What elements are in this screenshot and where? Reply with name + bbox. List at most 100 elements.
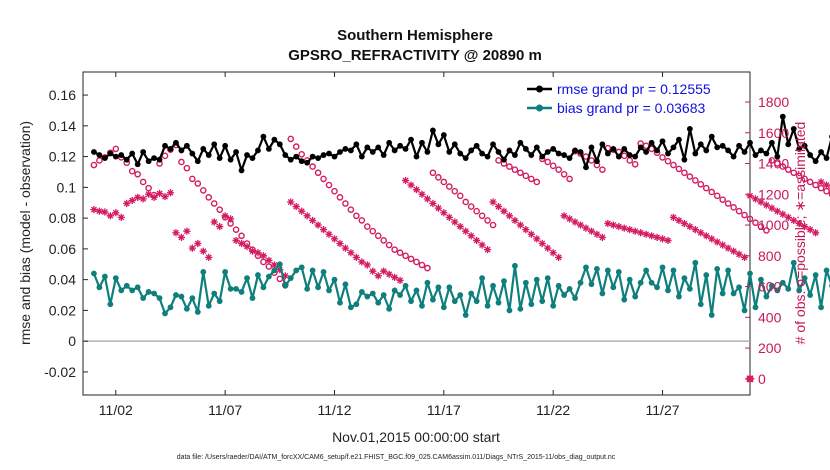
possible-obs-point xyxy=(298,150,305,158)
possible-obs-point xyxy=(199,187,207,194)
assimilated-obs-point xyxy=(631,227,639,235)
assimilated-obs-point xyxy=(817,178,825,186)
possible-obs-point xyxy=(801,175,808,183)
bias-point xyxy=(555,282,562,289)
y-tick-label: 0.06 xyxy=(49,241,76,257)
bias-point xyxy=(490,282,496,289)
assimilated-obs-point xyxy=(620,224,628,232)
rmse-point xyxy=(763,150,770,157)
possible-obs-point xyxy=(560,170,568,178)
y-tick-label: 0.08 xyxy=(49,210,76,226)
bias-point xyxy=(320,269,327,275)
possible-obs-point xyxy=(763,227,770,234)
possible-obs-point xyxy=(746,215,754,223)
possible-obs-point xyxy=(391,246,398,253)
bias-point xyxy=(512,262,518,269)
assimilated-obs-point xyxy=(418,190,426,198)
possible-obs-point xyxy=(128,167,136,175)
assimilated-obs-point xyxy=(194,239,202,248)
rmse-point xyxy=(347,147,354,154)
possible-obs-point xyxy=(664,157,672,165)
assimilated-obs-point xyxy=(576,221,585,229)
rmse-point xyxy=(703,147,710,154)
assimilated-obs-point xyxy=(391,273,399,281)
rmse-point xyxy=(801,142,808,149)
assimilated-obs-point xyxy=(664,236,672,245)
bias-point xyxy=(670,267,677,274)
bias-point xyxy=(708,312,715,318)
y-tick-label: -0.02 xyxy=(44,364,76,380)
assimilated-obs-point xyxy=(642,230,650,238)
assimilated-obs-point xyxy=(287,198,295,206)
rmse-point xyxy=(369,149,376,155)
assimilated-obs-point xyxy=(702,232,710,240)
bias-point xyxy=(473,298,480,305)
x-tick-label: 11/27 xyxy=(646,402,680,418)
rmse-point xyxy=(205,152,212,158)
possible-obs-point xyxy=(161,152,169,160)
assimilated-obs-point xyxy=(216,222,224,231)
bias-point xyxy=(347,304,354,311)
rmse-point xyxy=(397,142,403,149)
bias-point xyxy=(588,281,595,288)
bias-point xyxy=(353,301,360,308)
assimilated-obs-point xyxy=(358,258,366,266)
bias-point xyxy=(189,295,196,301)
bias-point xyxy=(626,276,633,283)
bias-point xyxy=(468,290,475,297)
rmse-point xyxy=(572,147,578,154)
bias-point xyxy=(807,292,814,298)
possible-obs-point xyxy=(774,160,781,167)
bias-point xyxy=(451,298,458,305)
rmse-point xyxy=(364,144,371,151)
bias-point xyxy=(566,285,573,292)
assimilated-obs-point xyxy=(768,204,776,212)
bias-point xyxy=(796,287,803,294)
possible-obs-point xyxy=(336,194,344,201)
rmse-point xyxy=(823,155,830,162)
assimilated-obs-point xyxy=(183,227,191,235)
assimilated-obs-point xyxy=(669,213,678,221)
rmse-point xyxy=(741,149,748,155)
bias-point xyxy=(714,265,721,272)
assimilated-obs-point xyxy=(440,209,448,217)
y-right-tick-label: 400 xyxy=(758,309,782,325)
rmse-point xyxy=(517,139,524,146)
possible-obs-point xyxy=(817,184,825,192)
possible-obs-point xyxy=(467,203,475,210)
rmse-point xyxy=(468,147,475,154)
rmse-point xyxy=(528,152,535,158)
bias-point xyxy=(298,264,305,271)
bias-point xyxy=(282,282,289,289)
rmse-point xyxy=(632,153,639,160)
bias-point xyxy=(572,295,578,301)
rmse-point xyxy=(265,146,272,152)
assimilated-obs-point xyxy=(773,207,781,215)
rmse-point xyxy=(654,147,660,154)
rmse-point xyxy=(140,149,147,155)
possible-obs-point xyxy=(779,163,787,170)
possible-obs-point xyxy=(385,241,393,249)
assimilated-obs-point xyxy=(522,226,530,234)
bias-point xyxy=(293,267,300,274)
rmse-point xyxy=(353,141,360,148)
y-tick-label: 0.02 xyxy=(49,302,76,318)
bias-point xyxy=(462,312,469,318)
possible-obs-point xyxy=(828,191,830,197)
bias-point xyxy=(539,298,546,305)
bias-point xyxy=(200,269,207,275)
rmse-point xyxy=(714,144,721,151)
rmse-point xyxy=(604,150,611,157)
bias-point xyxy=(446,284,453,291)
rmse-point xyxy=(812,158,819,165)
assimilated-obs-point xyxy=(270,261,278,269)
possible-obs-point xyxy=(183,164,191,172)
rmse-point xyxy=(129,150,136,157)
bias-point xyxy=(768,282,775,289)
rmse-point xyxy=(309,153,316,160)
rmse-point xyxy=(112,153,119,160)
assimilated-obs-point xyxy=(188,244,196,252)
bias-point xyxy=(309,267,316,274)
y-tick-label: 0.12 xyxy=(49,149,76,165)
